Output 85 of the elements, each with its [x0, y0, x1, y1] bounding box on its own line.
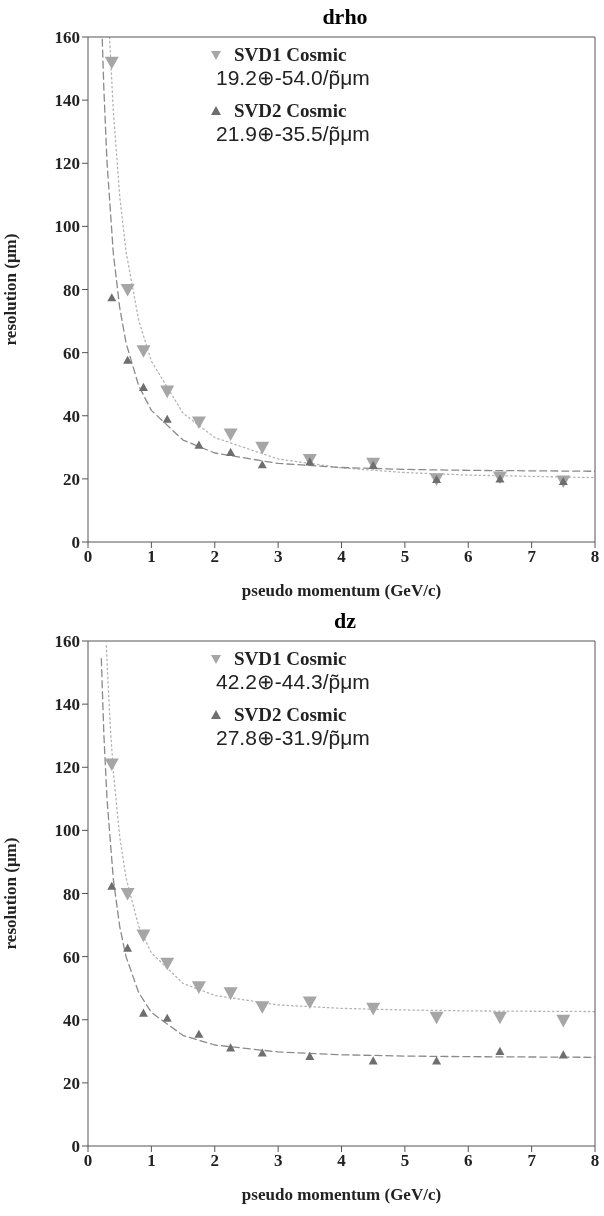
y-tick-label: 20	[63, 469, 80, 489]
point	[226, 447, 236, 456]
annotation: 42.2⊕-44.3/p̃μm	[216, 670, 370, 694]
chart-title: dz	[333, 608, 357, 634]
chart-title: drho	[321, 4, 369, 30]
y-tick-label: 160	[54, 632, 80, 652]
point	[492, 1011, 507, 1025]
point	[191, 416, 206, 430]
point	[226, 1043, 236, 1052]
y-tick-label: 140	[54, 695, 80, 715]
legend-label: SVD1 Cosmic	[234, 44, 347, 66]
y-tick-label: 160	[54, 28, 80, 48]
point	[160, 385, 175, 399]
y-tick-label: 80	[63, 884, 80, 904]
point	[162, 1013, 172, 1022]
x-tick-label: 8	[590, 1151, 600, 1171]
y-axis-title: resolution (μm)	[1, 837, 21, 950]
y-tick-label: 0	[71, 1137, 80, 1157]
legend-label: SVD2 Cosmic	[234, 704, 347, 726]
point	[107, 293, 117, 302]
y-tick-label: 0	[71, 533, 80, 553]
point	[136, 345, 151, 358]
annotation: 27.8⊕-31.9/p̃μm	[216, 726, 370, 750]
x-tick-label: 3	[273, 547, 283, 567]
point	[556, 1014, 571, 1028]
point	[123, 943, 133, 952]
x-tick-label: 4	[337, 547, 347, 567]
x-tick-label: 5	[400, 1151, 410, 1171]
y-tick-label: 40	[63, 1010, 80, 1030]
annotation: 21.9⊕-35.5/p̃μm	[216, 122, 370, 146]
point	[366, 1002, 381, 1016]
y-tick-label: 100	[54, 217, 80, 237]
point	[136, 929, 151, 943]
point	[160, 957, 175, 971]
point	[368, 1056, 378, 1065]
point	[255, 441, 270, 455]
point	[194, 1029, 204, 1038]
legend-label: SVD1 Cosmic	[234, 648, 347, 670]
point	[257, 460, 267, 469]
legend-label: SVD2 Cosmic	[234, 100, 347, 122]
y-tick-label: 120	[54, 758, 80, 778]
point	[120, 283, 135, 297]
x-tick-label: 2	[210, 1151, 219, 1171]
x-tick-label: 2	[210, 547, 219, 567]
point	[302, 996, 317, 1010]
point	[120, 887, 135, 901]
x-tick-label: 7	[527, 547, 537, 567]
y-tick-label: 20	[63, 1073, 80, 1093]
x-tick-label: 5	[400, 547, 410, 567]
y-tick-label: 60	[63, 947, 80, 967]
point	[223, 987, 238, 1000]
point	[104, 56, 119, 70]
x-tick-label: 7	[527, 1151, 537, 1171]
point	[429, 1011, 444, 1025]
y-tick-label: 100	[54, 821, 80, 841]
point	[104, 758, 119, 772]
x-tick-label: 1	[147, 1151, 156, 1171]
y-tick-label: 140	[54, 91, 80, 111]
point	[194, 440, 204, 449]
point	[138, 382, 148, 391]
point	[305, 1051, 315, 1060]
x-tick-label: 8	[590, 547, 600, 567]
point	[255, 1001, 270, 1014]
y-tick-label: 60	[63, 343, 80, 363]
point	[223, 428, 238, 442]
point	[191, 981, 206, 994]
point	[495, 1046, 505, 1055]
y-axis-title: resolution (μm)	[1, 233, 21, 346]
annotation: 19.2⊕-54.0/p̃μm	[216, 66, 370, 90]
x-tick-label: 6	[464, 547, 473, 567]
point	[107, 881, 117, 890]
x-tick-label: 4	[337, 1151, 347, 1171]
x-tick-label: 3	[273, 1151, 283, 1171]
point	[162, 414, 172, 423]
point	[432, 1056, 442, 1065]
point	[123, 355, 133, 364]
point	[558, 1050, 568, 1059]
x-tick-label: 1	[147, 547, 156, 567]
point	[138, 1008, 148, 1017]
y-tick-label: 80	[63, 280, 80, 300]
y-tick-label: 120	[54, 154, 80, 174]
x-axis-title: pseudo momentum (GeV/c)	[241, 581, 442, 600]
x-tick-label: 6	[464, 1151, 473, 1171]
x-axis-title: pseudo momentum (GeV/c)	[241, 1185, 442, 1204]
y-tick-label: 40	[63, 406, 80, 426]
